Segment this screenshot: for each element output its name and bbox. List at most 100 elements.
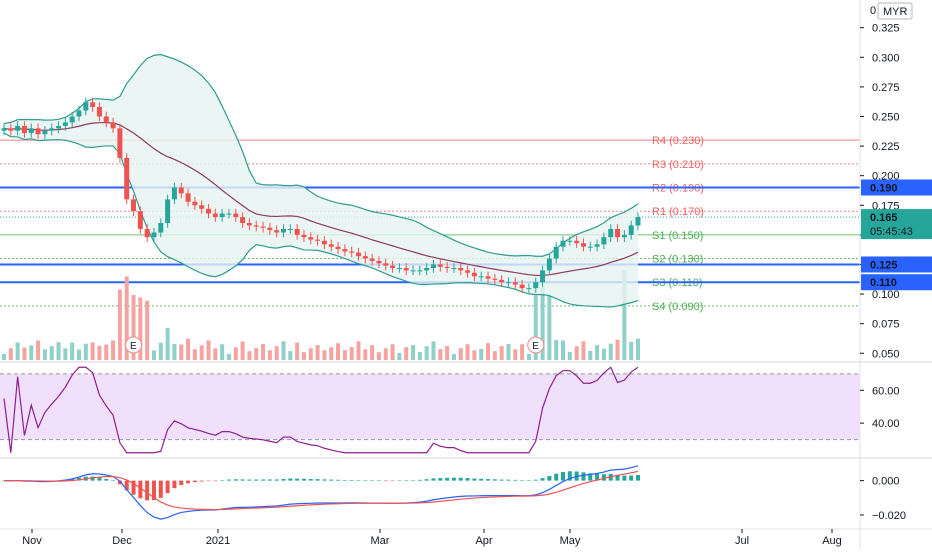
candle-body[interactable] <box>485 276 491 279</box>
candle-body[interactable] <box>615 228 621 238</box>
earnings-marker[interactable] <box>125 336 143 354</box>
candle-body[interactable] <box>396 268 402 270</box>
currency-button[interactable] <box>877 2 913 20</box>
candle-body[interactable] <box>601 237 607 245</box>
candle-body[interactable] <box>267 227 273 231</box>
time-axis[interactable]: Nov Dec 2021 Mar Apr May Jul Aug <box>22 529 842 547</box>
candle-body[interactable] <box>321 240 327 245</box>
candle-body[interactable] <box>526 288 532 290</box>
candle-body[interactable] <box>49 128 55 131</box>
candle-body[interactable] <box>185 193 191 202</box>
candle-body[interactable] <box>124 157 130 200</box>
candle-body[interactable] <box>410 270 416 272</box>
candle-body[interactable] <box>349 251 355 253</box>
candle-body[interactable] <box>328 244 334 247</box>
candle-body[interactable] <box>35 128 41 135</box>
candle-body[interactable] <box>424 268 430 271</box>
candle-body[interactable] <box>76 110 82 117</box>
candle-body[interactable] <box>492 278 498 280</box>
candle-body[interactable] <box>355 252 361 257</box>
candle-body[interactable] <box>62 122 68 126</box>
candle-body[interactable] <box>294 228 300 235</box>
candlesticks[interactable] <box>1 97 641 293</box>
candle-body[interactable] <box>567 240 573 242</box>
candle-body[interactable] <box>574 240 580 244</box>
candle-body[interactable] <box>540 270 546 283</box>
candle-body[interactable] <box>553 246 559 259</box>
candle-body[interactable] <box>505 282 511 284</box>
candle-body[interactable] <box>137 211 143 229</box>
candle-body[interactable] <box>96 107 102 117</box>
candle-body[interactable] <box>281 228 287 233</box>
candle-body[interactable] <box>546 258 552 271</box>
candle-body[interactable] <box>560 240 566 247</box>
candle-body[interactable] <box>178 187 184 194</box>
candle-body[interactable] <box>444 266 450 269</box>
candle-body[interactable] <box>628 225 634 235</box>
candle-body[interactable] <box>594 244 600 247</box>
candle-body[interactable] <box>362 256 368 259</box>
candle-body[interactable] <box>212 213 218 218</box>
candle-body[interactable] <box>335 246 341 250</box>
candle-body[interactable] <box>90 102 96 108</box>
candle-body[interactable] <box>226 213 232 215</box>
candle-body[interactable] <box>635 217 641 226</box>
candle-body[interactable] <box>165 199 171 224</box>
candle-body[interactable] <box>417 270 423 272</box>
candle-body[interactable] <box>308 237 314 240</box>
candle-body[interactable] <box>117 128 123 158</box>
candle-body[interactable] <box>471 272 477 277</box>
candle-body[interactable] <box>144 228 150 238</box>
candle-body[interactable] <box>478 276 484 278</box>
candle-body[interactable] <box>383 263 389 266</box>
price-axis[interactable]: 0.3250.3000.2750.2500.2250.2000.1750.150… <box>859 0 932 550</box>
candle-body[interactable] <box>376 260 382 264</box>
candle-body[interactable] <box>192 201 198 206</box>
candle-body[interactable] <box>260 226 266 228</box>
candle-body[interactable] <box>83 102 89 111</box>
candle-body[interactable] <box>8 128 14 131</box>
candle-body[interactable] <box>390 265 396 269</box>
candle-body[interactable] <box>512 282 518 285</box>
candle-body[interactable] <box>533 282 539 289</box>
candle-body[interactable] <box>15 125 21 131</box>
candle-body[interactable] <box>315 239 321 241</box>
candle-body[interactable] <box>199 205 205 209</box>
earnings-marker[interactable] <box>527 336 545 354</box>
candle-body[interactable] <box>69 116 75 123</box>
candle-body[interactable] <box>465 270 471 273</box>
candle-body[interactable] <box>56 125 62 129</box>
candle-body[interactable] <box>403 268 409 271</box>
candle-body[interactable] <box>437 264 443 267</box>
candle-body[interactable] <box>458 268 464 271</box>
candle-body[interactable] <box>369 258 375 261</box>
candle-body[interactable] <box>158 223 164 233</box>
candle-body[interactable] <box>219 213 225 218</box>
candle-body[interactable] <box>287 228 293 230</box>
candle-body[interactable] <box>151 232 157 238</box>
candle-body[interactable] <box>519 284 525 289</box>
candle-body[interactable] <box>171 187 177 200</box>
candle-body[interactable] <box>342 249 348 252</box>
candle-body[interactable] <box>42 130 48 135</box>
macd-pane[interactable] <box>2 465 640 520</box>
candle-body[interactable] <box>451 268 457 270</box>
rsi-pane[interactable] <box>0 366 860 454</box>
candle-body[interactable] <box>233 213 239 218</box>
candle-body[interactable] <box>240 217 246 224</box>
candle-body[interactable] <box>246 223 252 226</box>
candle-body[interactable] <box>580 243 586 247</box>
candle-body[interactable] <box>587 246 593 248</box>
candle-body[interactable] <box>499 279 505 283</box>
candle-body[interactable] <box>103 116 109 123</box>
candle-body[interactable] <box>1 128 7 131</box>
candle-body[interactable] <box>274 230 280 233</box>
candle-body[interactable] <box>621 234 627 238</box>
candle-body[interactable] <box>131 199 137 212</box>
candle-body[interactable] <box>206 208 212 214</box>
candle-body[interactable] <box>110 122 116 129</box>
candle-body[interactable] <box>301 234 307 238</box>
